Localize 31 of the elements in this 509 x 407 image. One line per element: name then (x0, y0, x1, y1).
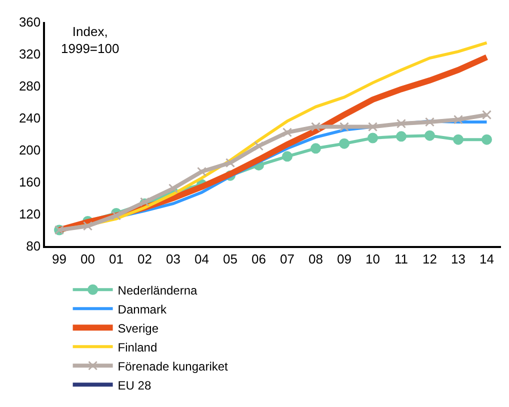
y-tick-label: 280 (18, 78, 41, 94)
legend-label: Nederländerna (118, 283, 198, 298)
y-tick-label: 360 (18, 14, 41, 30)
x-tick-label: 02 (138, 251, 152, 266)
x-tick-label: 07 (280, 251, 294, 266)
legend-label: Sverige (118, 321, 159, 336)
x-tick-label: 11 (394, 251, 408, 266)
x-tick-label: 13 (451, 251, 466, 266)
x-tick-label: 06 (252, 251, 266, 266)
x-tick-label: 14 (480, 251, 494, 266)
legend-label: Danmark (118, 302, 168, 316)
x-tick-label: 10 (366, 251, 380, 266)
legend-label: EU 28 (118, 378, 152, 392)
y-tick-label: 240 (18, 110, 41, 126)
x-tick-label: 09 (337, 251, 352, 266)
annotation: Index, 1999=100 (61, 24, 120, 56)
x-tick-label: 03 (166, 251, 180, 266)
y-tick-label: 160 (18, 174, 41, 190)
legend-label: Finland (118, 340, 158, 354)
x-tick-label: 01 (109, 251, 124, 266)
x-tick-label: 08 (308, 251, 323, 266)
y-tick-label: 200 (18, 142, 41, 158)
x-tick-label: 12 (422, 251, 437, 266)
y-tick-label: 120 (18, 206, 41, 222)
y-tick-label: 320 (18, 46, 41, 62)
x-tick-label: 00 (80, 251, 95, 266)
y-tick-label: 80 (26, 238, 41, 254)
legend-label: Förenade kungariket (118, 359, 229, 374)
x-tick-label: 05 (223, 251, 238, 266)
x-tick-label: 04 (194, 251, 209, 266)
x-tick-label: 99 (52, 251, 66, 266)
